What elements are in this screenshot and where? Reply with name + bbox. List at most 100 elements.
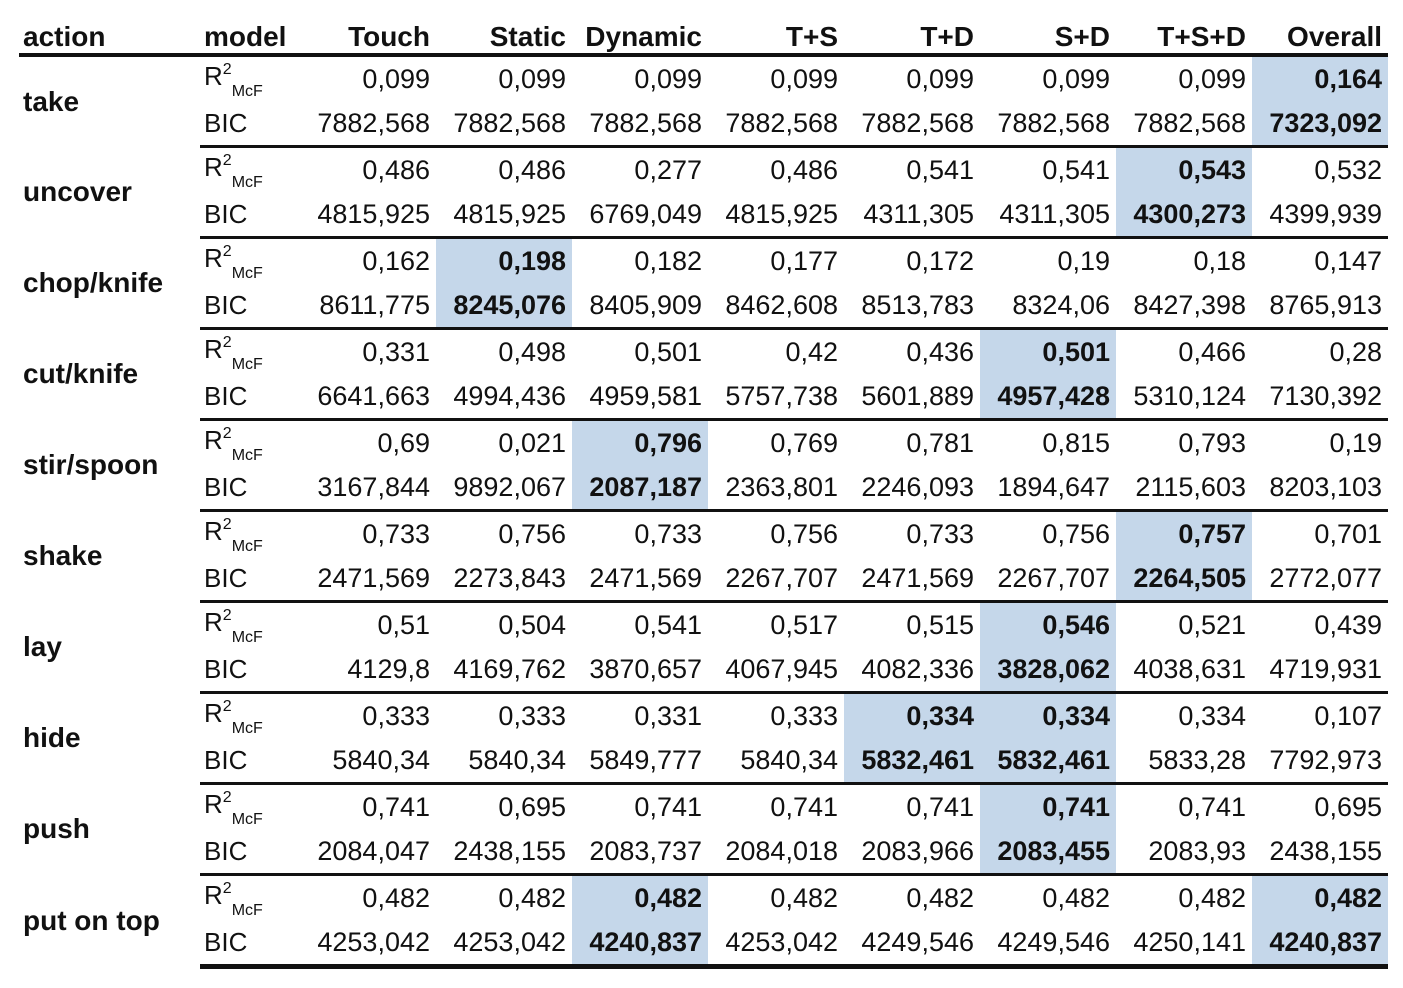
r2-label-sup: 2: [222, 60, 232, 78]
bic-value-cell: 2087,187: [572, 465, 708, 512]
r2-value-cell: 0,781: [906, 427, 974, 458]
r2-label-sup: 2: [222, 151, 232, 169]
header-t-s: T+S: [708, 12, 844, 57]
action-name: cut/knife: [23, 358, 139, 389]
bic-value-cell: 8427,398: [1116, 283, 1252, 330]
bic-value-cell: 2471,569: [572, 556, 708, 603]
header-action: action: [19, 12, 200, 57]
bic-value-cell: 5832,461: [844, 738, 980, 785]
table-row-bic: BIC 5840,34 5840,34 5849,777 5840,34 5832,461…: [19, 738, 1388, 785]
r2-value-cell: 0,099: [906, 63, 974, 94]
bic-value-cell: 5840,34: [436, 738, 572, 785]
bic-value-cell: 4253,042: [708, 920, 844, 969]
table-row-r2: take R2McF 0,099 0,099 0,099 0,099 0,099 0,099 0…: [19, 55, 1388, 117]
r2-value-cell: 0,815: [1042, 427, 1110, 458]
bic-value-cell: 7882,568: [980, 101, 1116, 148]
r2-value-cell: 0,796: [572, 419, 708, 465]
bic-value-cell: 9892,067: [436, 465, 572, 512]
bic-value-cell: 5840,34: [300, 738, 436, 785]
bic-value-cell: 2083,93: [1116, 829, 1252, 876]
r2-value-cell: 0,521: [1178, 609, 1246, 640]
r2-value-cell: 0,19: [1057, 245, 1110, 276]
r2-label-base: R: [204, 607, 223, 638]
bic-value-cell: 4038,631: [1116, 647, 1252, 694]
r2-label-sup: 2: [222, 333, 232, 351]
bic-value-cell: 4957,428: [980, 374, 1116, 421]
r2-label-sub: McF: [231, 173, 263, 191]
bic-value-cell: 4240,837: [572, 920, 708, 969]
r2-value-cell: 0,107: [1314, 700, 1382, 731]
r2-value-cell: 0,486: [498, 154, 566, 185]
r2-value-cell: 0,099: [770, 63, 838, 94]
bic-value-cell: 8513,783: [844, 283, 980, 330]
r2-value-cell: 0,182: [634, 245, 702, 276]
bic-value-cell: 8405,909: [572, 283, 708, 330]
bic-value-cell: 5832,461: [980, 738, 1116, 785]
r2-value-cell: 0,42: [785, 336, 838, 367]
bic-value-cell: 8245,076: [436, 283, 572, 330]
r2-label-base: R: [204, 334, 223, 365]
r2-mcfadden-label: R2 McF: [200, 55, 300, 101]
r2-label-sup: 2: [222, 788, 232, 806]
r2-value-cell: 0,541: [906, 154, 974, 185]
r2-label-sub: McF: [231, 82, 263, 100]
r2-value-cell: 0,543: [1116, 146, 1252, 192]
header-model: model: [200, 12, 300, 57]
bic-value-cell: 4129,8: [300, 647, 436, 694]
r2-value-cell: 0,741: [770, 791, 838, 822]
r2-value-cell: 0,504: [498, 609, 566, 640]
bic-value-cell: 2267,707: [980, 556, 1116, 603]
r2-value-cell: 0,333: [362, 700, 430, 731]
r2-mcfadden-label: R2 McF: [200, 329, 300, 375]
r2-value-cell: 0,482: [362, 882, 430, 913]
bic-value-cell: 3167,844: [300, 465, 436, 512]
action-name: push: [23, 813, 90, 844]
bic-value-cell: 4399,939: [1252, 192, 1388, 239]
bic-value-cell: 5601,889: [844, 374, 980, 421]
r2-mcfadden-label: R2 McF: [200, 511, 300, 557]
r2-value-cell: 0,099: [498, 63, 566, 94]
header-static: Static: [436, 12, 572, 57]
bic-value-cell: 4311,305: [844, 192, 980, 239]
header-s-d: S+D: [980, 12, 1116, 57]
r2-value-cell: 0,498: [498, 336, 566, 367]
table-row-bic: BIC 6641,663 4994,436 4959,581 5757,738 5601,…: [19, 374, 1388, 421]
r2-value-cell: 0,147: [1314, 245, 1382, 276]
r2-value-cell: 0,532: [1314, 154, 1382, 185]
bic-value-cell: 4815,925: [708, 192, 844, 239]
r2-value-cell: 0,546: [980, 601, 1116, 647]
bic-value-cell: 2084,018: [708, 829, 844, 876]
bic-value-cell: 2083,966: [844, 829, 980, 876]
bic-value-cell: 2083,455: [980, 829, 1116, 876]
r2-value-cell: 0,482: [770, 882, 838, 913]
r2-mcfadden-label: R2 McF: [200, 238, 300, 284]
r2-value-cell: 0,541: [634, 609, 702, 640]
table-row-r2: stir/spoon R2 McF 0,69 0,021 0,796 0,769 0,781 0…: [19, 419, 1388, 480]
r2-label-base: R: [204, 516, 223, 547]
bic-value-cell: 8611,775: [300, 283, 436, 330]
r2-value-cell: 0,277: [634, 154, 702, 185]
bic-label: BIC: [200, 374, 300, 421]
action-name: uncover: [23, 176, 132, 207]
bic-value-cell: 4959,581: [572, 374, 708, 421]
table-row-r2: put on top R2McF 0,482 0,482 0,482 0,482 0,482…: [19, 874, 1388, 936]
r2-value-cell: 0,162: [362, 245, 430, 276]
bic-value-cell: 3828,062: [980, 647, 1116, 694]
r2-value-cell: 0,741: [634, 791, 702, 822]
bic-value-cell: 2083,737: [572, 829, 708, 876]
bic-value-cell: 2273,843: [436, 556, 572, 603]
bic-value-cell: 5833,28: [1116, 738, 1252, 785]
r2-value-cell: 0,486: [770, 154, 838, 185]
action-name: take: [23, 85, 80, 117]
bic-label: BIC: [200, 920, 300, 969]
r2-value-cell: 0,486: [362, 154, 430, 185]
r2-value-cell: 0,172: [906, 245, 974, 276]
table-body: take R2McF 0,099 0,099 0,099 0,099 0,099 0,099 0…: [19, 55, 1388, 969]
r2-label-sub: McF: [231, 719, 263, 737]
table-row-r2: uncover R2 McF 0,486 0,486 0,277 0,486 0,541 0,5…: [19, 146, 1388, 207]
r2-label-sub: McF: [231, 901, 263, 919]
r2-value-cell: 0,515: [906, 609, 974, 640]
r2-value-cell: 0,733: [362, 518, 430, 549]
r2-label-sub: McF: [231, 810, 263, 828]
r2-label-base: R: [204, 152, 223, 183]
